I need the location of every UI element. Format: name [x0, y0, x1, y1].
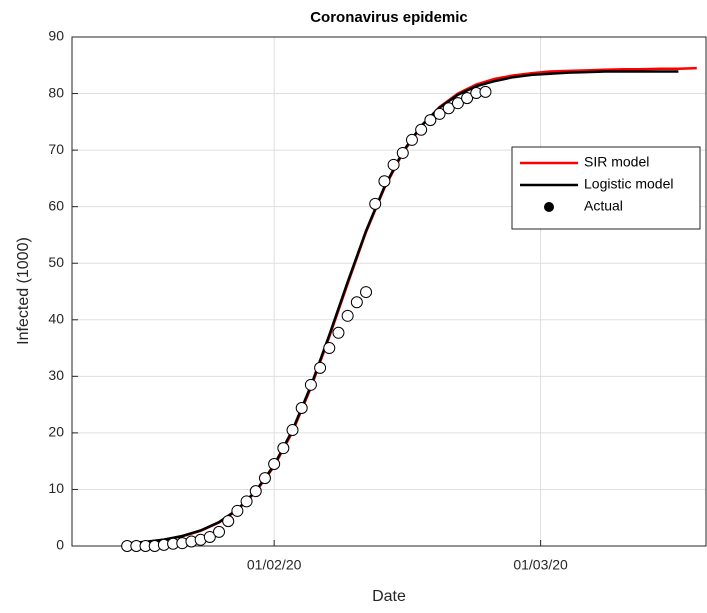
data-point — [332, 326, 345, 339]
data-point — [461, 92, 474, 105]
data-point — [277, 442, 290, 455]
legend-label: SIR model — [584, 154, 649, 170]
data-point — [304, 378, 317, 391]
y-tick-label: 90 — [48, 28, 64, 44]
y-tick-label: 10 — [48, 480, 64, 496]
data-point — [387, 158, 400, 171]
y-tick-label: 30 — [48, 367, 64, 383]
data-point — [314, 361, 327, 374]
data-point — [231, 504, 244, 517]
chart-title: Coronavirus epidemic — [310, 9, 468, 26]
y-axis-label: Infected (1000) — [15, 237, 32, 345]
data-point — [295, 402, 308, 415]
data-point — [369, 197, 382, 210]
y-tick-label: 20 — [48, 424, 64, 440]
data-point — [442, 102, 455, 115]
data-point — [360, 286, 373, 299]
data-point — [415, 123, 428, 136]
y-tick-label: 80 — [48, 84, 64, 100]
data-point — [203, 530, 216, 543]
data-point — [451, 97, 464, 110]
data-point — [268, 457, 281, 470]
data-point — [405, 133, 418, 146]
data-point — [323, 342, 336, 355]
x-tick-label: 01/02/20 — [247, 557, 302, 573]
legend: SIR model Logistic model Actual — [511, 146, 701, 230]
data-point — [286, 424, 299, 437]
plot-area — [72, 37, 706, 546]
data-point — [378, 175, 391, 188]
plot-frame — [71, 36, 707, 547]
x-axis-label: Date — [372, 588, 406, 605]
legend-label: Logistic model — [584, 176, 674, 192]
data-point — [341, 309, 354, 322]
legend-box — [511, 146, 701, 230]
data-point — [213, 525, 226, 538]
data-point — [249, 485, 262, 498]
data-point — [350, 296, 363, 309]
data-point — [240, 495, 253, 508]
data-point — [222, 515, 235, 528]
y-tick-label: 60 — [48, 197, 64, 213]
legend-swatch — [544, 202, 554, 212]
x-tick-label: 01/03/20 — [513, 557, 568, 573]
y-tick-label: 40 — [48, 310, 64, 326]
data-point — [479, 85, 492, 98]
y-tick-label: 0 — [56, 537, 64, 553]
y-tick-label: 70 — [48, 141, 64, 157]
y-tick-label: 50 — [48, 254, 64, 270]
data-point — [424, 114, 437, 127]
data-point — [433, 107, 446, 120]
legend-label: Actual — [584, 198, 623, 214]
data-point — [396, 146, 409, 159]
data-point — [258, 472, 271, 485]
